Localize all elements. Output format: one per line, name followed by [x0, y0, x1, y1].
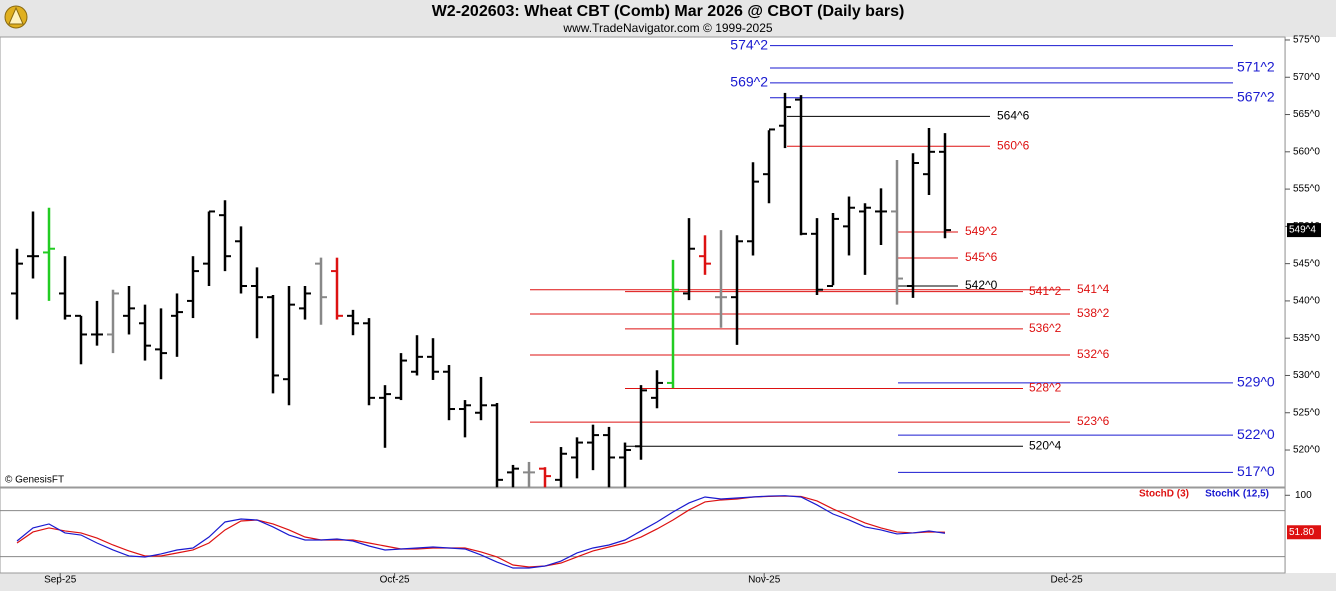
y-tick-label: 530^0 — [1293, 370, 1320, 381]
chart-subtitle: www.TradeNavigator.com © 1999-2025 — [562, 21, 772, 35]
level-label: 532^6 — [1077, 347, 1110, 361]
level-label: 574^2 — [730, 36, 768, 52]
level-label: 567^2 — [1237, 88, 1275, 104]
level-label: 522^0 — [1237, 426, 1275, 442]
level-label: 549^2 — [965, 224, 998, 238]
last-price-box — [1287, 223, 1321, 238]
last-price-label: 549^4 — [1289, 225, 1316, 236]
indicator-last-box — [1287, 525, 1321, 540]
indicator-tick-label: 100 — [1295, 490, 1312, 501]
logo — [4, 5, 28, 29]
y-tick-label: 540^0 — [1293, 296, 1320, 307]
level-label: 541^4 — [1077, 282, 1110, 296]
y-tick-label: 545^0 — [1293, 258, 1320, 269]
indicator-line — [16, 495, 946, 569]
level-label: 569^2 — [730, 74, 768, 90]
watermark: © GenesisFT — [5, 475, 64, 486]
y-tick-label: 560^0 — [1293, 146, 1320, 157]
level-label: 560^6 — [997, 138, 1030, 152]
y-tick-label: 555^0 — [1293, 184, 1320, 195]
y-tick-label: 565^0 — [1293, 109, 1320, 120]
level-label: 523^6 — [1077, 414, 1110, 428]
level-label: 517^0 — [1237, 463, 1275, 479]
x-tick-label: Dec-25 — [1050, 575, 1083, 586]
level-label: 528^2 — [1029, 381, 1062, 395]
level-label: 541^2 — [1029, 284, 1062, 298]
level-label: 545^6 — [965, 250, 998, 264]
y-tick-label: 520^0 — [1293, 445, 1320, 456]
price-panel — [0, 36, 1286, 488]
x-tick-label: Oct-25 — [380, 575, 410, 586]
level-label: 536^2 — [1029, 321, 1062, 335]
y-tick-label: 535^0 — [1293, 333, 1320, 344]
legend-entry: StochK (12,5) — [1205, 489, 1269, 500]
level-label: 564^6 — [997, 109, 1030, 123]
y-tick-label: 570^0 — [1293, 72, 1320, 83]
x-tick-label: Nov-25 — [748, 575, 781, 586]
chart-title: W2-202603: Wheat CBT (Comb) Mar 2026 @ C… — [432, 3, 905, 20]
y-tick-label: 575^0 — [1293, 35, 1320, 46]
y-tick-label: 525^0 — [1293, 407, 1320, 418]
level-label: 520^4 — [1029, 438, 1062, 452]
level-label: 542^0 — [965, 278, 998, 292]
level-label: 538^2 — [1077, 306, 1110, 320]
legend-entry: StochD (3) — [1139, 489, 1189, 500]
x-tick-label: Sep-25 — [44, 575, 77, 586]
level-label: 571^2 — [1237, 59, 1275, 75]
right-axis-area — [1286, 37, 1336, 573]
indicator-last-label: 51.80 — [1289, 527, 1314, 538]
level-label: 529^0 — [1237, 374, 1275, 390]
